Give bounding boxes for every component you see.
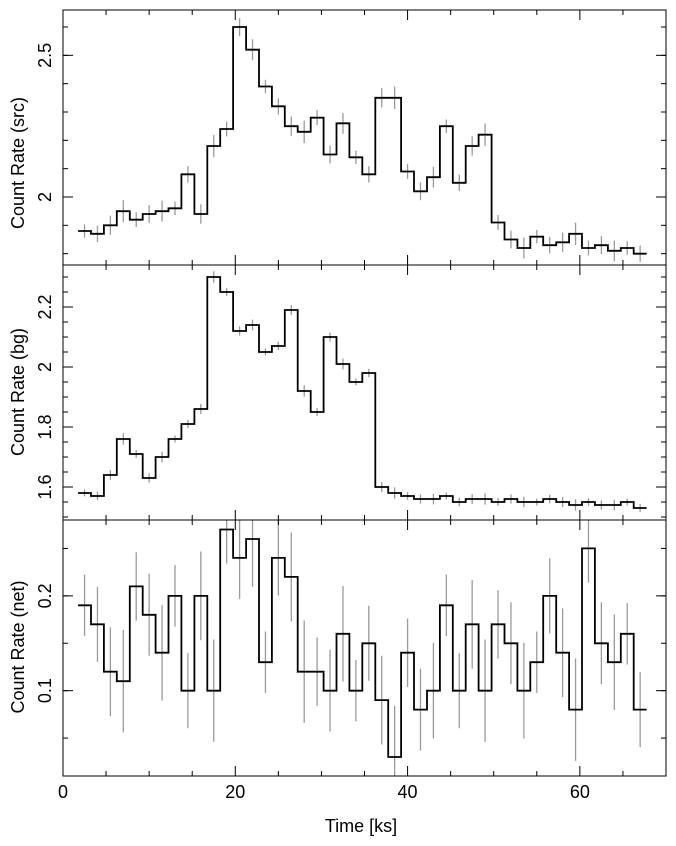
x-tick-label: 60 xyxy=(570,782,590,802)
bg-ytick-label: 1.8 xyxy=(35,414,55,439)
src-step-line xyxy=(78,26,647,255)
net-axes: 0.1 0.2 0 20 40 60 xyxy=(35,519,667,802)
bg-ytick-label: 2 xyxy=(35,362,55,372)
bg-axes: 1.6 1.8 2 2.2 xyxy=(35,264,667,521)
bg-series xyxy=(78,271,647,513)
src-ylabel: Count Rate (src) xyxy=(8,97,28,229)
src-ytick-label: 2 xyxy=(35,192,55,202)
bg-ylabel: Count Rate (bg) xyxy=(8,328,28,456)
bg-ytick-label: 2.2 xyxy=(35,294,55,319)
src-axes: 22.5 xyxy=(35,9,667,266)
panel-net: 0.1 0.2 0 20 40 60 Count Rate (net) xyxy=(8,519,667,802)
panel-src: 22.5 Count Rate (src) xyxy=(8,9,667,266)
x-tick-label: 0 xyxy=(58,782,68,802)
net-plot-area xyxy=(78,520,647,776)
panel-bg: 1.6 1.8 2 2.2 Count Rate (bg) xyxy=(8,264,667,521)
x-tick-label: 20 xyxy=(225,782,245,802)
net-series xyxy=(78,520,647,776)
net-step-line xyxy=(78,528,647,758)
bg-ytick-label: 1.6 xyxy=(35,474,55,499)
x-axis-label: Time [ks] xyxy=(325,816,397,836)
net-ylabel: Count Rate (net) xyxy=(8,580,28,713)
net-ytick-label: 0.1 xyxy=(35,678,55,703)
src-plot-area xyxy=(78,18,647,262)
src-series xyxy=(78,18,647,262)
src-ytick-label: 2.5 xyxy=(35,43,55,68)
bg-plot-area xyxy=(78,271,647,513)
net-ytick-label: 0.2 xyxy=(35,583,55,608)
bg-frame xyxy=(62,264,667,521)
bg-step-line xyxy=(78,276,647,509)
x-tick-label: 40 xyxy=(398,782,418,802)
